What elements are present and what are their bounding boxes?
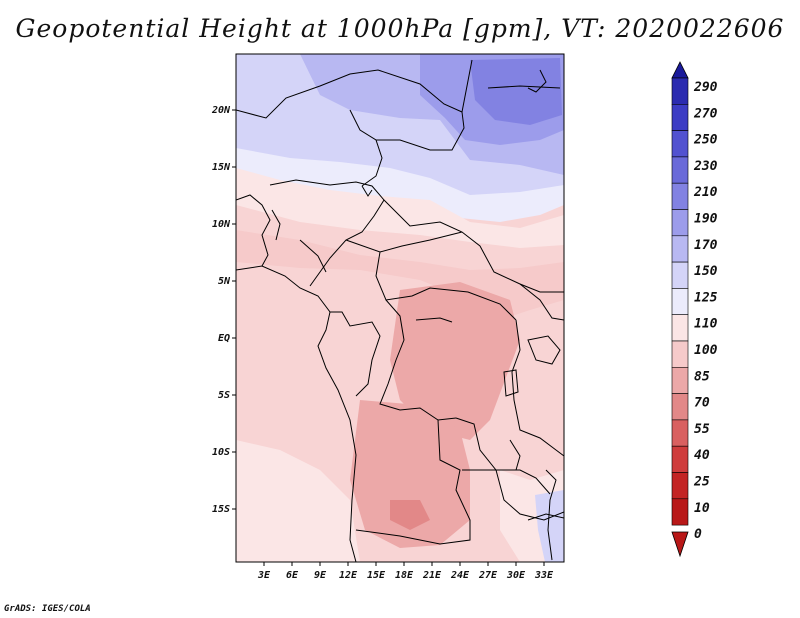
map-frame <box>235 53 565 563</box>
colorbar-segment <box>671 235 689 263</box>
lon-label: 18E <box>395 570 414 581</box>
colorbar-segment <box>671 419 689 447</box>
colorbar-label: 100 <box>694 343 718 358</box>
colorbar-segment <box>671 104 689 131</box>
colorbar-segment <box>671 445 689 473</box>
lon-label: 21E <box>422 570 442 581</box>
lon-axis: 3E 6E 9E 12E 15E 18E 21E 24E 27E 30E 33E <box>257 562 554 581</box>
colorbar-label: 170 <box>694 238 718 253</box>
colorbar-segment <box>671 366 689 394</box>
colorbar-segment <box>671 498 689 526</box>
credit-label: GrADS: IGES/COLA <box>4 604 91 614</box>
colorbar-label: 270 <box>693 106 718 121</box>
lat-axis: 20N 15N 10N 5N EQ 5S 10S 15S <box>211 105 236 515</box>
colorbar-label: 110 <box>694 317 718 332</box>
colorbar-segment <box>671 209 689 237</box>
lat-label: 10N <box>212 219 231 230</box>
colorbar-label: 0 <box>694 527 702 542</box>
colorbar-segment <box>671 472 689 500</box>
colorbar-label: 10 <box>694 501 710 516</box>
colorbar-segment <box>671 393 689 421</box>
colorbar-label: 190 <box>694 212 718 227</box>
colorbar-segment <box>671 130 689 158</box>
colorbar-segment <box>671 77 689 105</box>
colorbar-segment <box>671 314 689 342</box>
colorbar-label: 290 <box>693 80 718 95</box>
lon-label: 3E <box>257 570 271 581</box>
colorbar-label: 230 <box>693 159 718 174</box>
lon-label: 24E <box>450 570 470 581</box>
colorbar-label: 210 <box>693 185 718 200</box>
colorbar-segment <box>671 156 689 184</box>
colorbar-segment <box>671 182 689 210</box>
country-borders <box>236 59 564 562</box>
lon-label: 12E <box>339 570 358 581</box>
colorbar-label: 70 <box>694 396 710 411</box>
lon-label: 33E <box>534 570 554 581</box>
lon-label: 30E <box>506 570 526 581</box>
colorbar: 2902702502302101901701501251101008570554… <box>671 61 718 558</box>
colorbar-segment <box>671 288 689 315</box>
lat-label: 10S <box>212 447 230 458</box>
lat-label: 20N <box>211 105 231 116</box>
lat-label: 15N <box>212 162 231 173</box>
colorbar-label: 150 <box>694 264 718 279</box>
colorbar-top-arrow <box>671 61 689 79</box>
colorbar-label: 250 <box>693 133 718 148</box>
colorbar-segment <box>671 340 689 368</box>
lat-label: 5S <box>218 390 230 401</box>
lon-label: 27E <box>478 570 498 581</box>
colorbar-label: 55 <box>694 422 710 437</box>
lon-label: 6E <box>286 570 299 581</box>
chart-title: Geopotential Height at 1000hPa [gpm], VT… <box>15 14 785 43</box>
colorbar-label: 125 <box>694 290 718 305</box>
lat-label: 5N <box>218 276 231 287</box>
colorbar-label: 25 <box>693 475 710 490</box>
lon-label: 15E <box>367 570 386 581</box>
colorbar-bottom-arrow <box>671 531 689 558</box>
lat-label: 15S <box>212 504 230 515</box>
colorbar-label: 40 <box>694 448 710 463</box>
height-field <box>236 54 564 562</box>
colorbar-segment <box>671 261 689 289</box>
lat-label: EQ <box>218 333 230 344</box>
colorbar-label: 85 <box>694 369 710 384</box>
lon-label: 9E <box>314 570 327 581</box>
